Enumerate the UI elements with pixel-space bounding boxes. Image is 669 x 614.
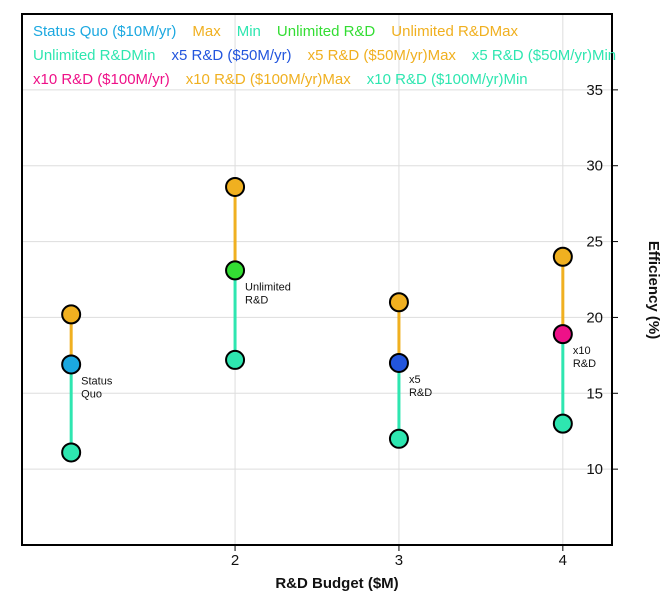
value-point: [61, 354, 82, 375]
max-point: [61, 304, 82, 325]
y-tick-label: 15: [586, 385, 603, 402]
legend-entry: x5 R&D ($50M/yr)Min: [472, 47, 616, 64]
point-annotation: R&D: [409, 387, 432, 399]
legend-entry: x5 R&D ($50M/yr): [172, 47, 292, 64]
y-tick-label: 35: [586, 82, 603, 99]
point-annotation: R&D: [573, 358, 596, 370]
legend-entry: Unlimited R&D: [277, 23, 376, 40]
grid: [22, 14, 612, 545]
max-point: [225, 176, 246, 197]
point-annotation: Status: [81, 375, 113, 387]
point-annotation: Unlimited: [245, 281, 291, 293]
legend-entry: x10 R&D ($100M/yr)Min: [367, 71, 528, 88]
x-axis-title: R&D Budget ($M): [275, 575, 398, 592]
value-point: [225, 260, 246, 281]
plot-frame: [21, 13, 613, 546]
max-point: [552, 246, 573, 267]
min-point: [61, 442, 82, 463]
value-point: [388, 352, 409, 373]
y-tick-label: 25: [586, 234, 603, 251]
value-point: [552, 324, 573, 345]
min-point: [388, 428, 409, 449]
point-annotation: R&D: [245, 294, 268, 306]
y-tick-label: 30: [586, 158, 603, 175]
legend-entry: x5 R&D ($50M/yr)Max: [308, 47, 457, 64]
min-point: [225, 349, 246, 370]
legend: Status Quo ($10M/yr) Max Min Unlimited R&D U…: [33, 23, 616, 88]
legend-entry: Max: [192, 23, 221, 40]
x-tick-label: 4: [559, 552, 567, 569]
legend-entry: Min: [237, 23, 261, 40]
y-axis-title: Efficiency (%): [645, 241, 662, 339]
point-annotation: Quo: [81, 388, 102, 400]
legend-entry: x10 R&D ($100M/yr)Max: [186, 71, 352, 88]
legend-entry: x10 R&D ($100M/yr): [33, 71, 170, 88]
legend-entry: Unlimited R&DMax: [391, 23, 518, 40]
tick-labels: 2 3 4 10 15 20 25 30 35: [231, 82, 618, 569]
point-annotation: x10: [573, 345, 591, 357]
legend-entry: Unlimited R&DMin: [33, 47, 156, 64]
legend-entry: Status Quo ($10M/yr): [33, 23, 176, 40]
y-tick-label: 10: [586, 461, 603, 478]
x-tick-label: 3: [395, 552, 403, 569]
point-annotation: x5: [409, 374, 421, 386]
min-point: [552, 413, 573, 434]
max-point: [388, 292, 409, 313]
y-tick-label: 20: [586, 309, 603, 326]
x-tick-label: 2: [231, 552, 239, 569]
